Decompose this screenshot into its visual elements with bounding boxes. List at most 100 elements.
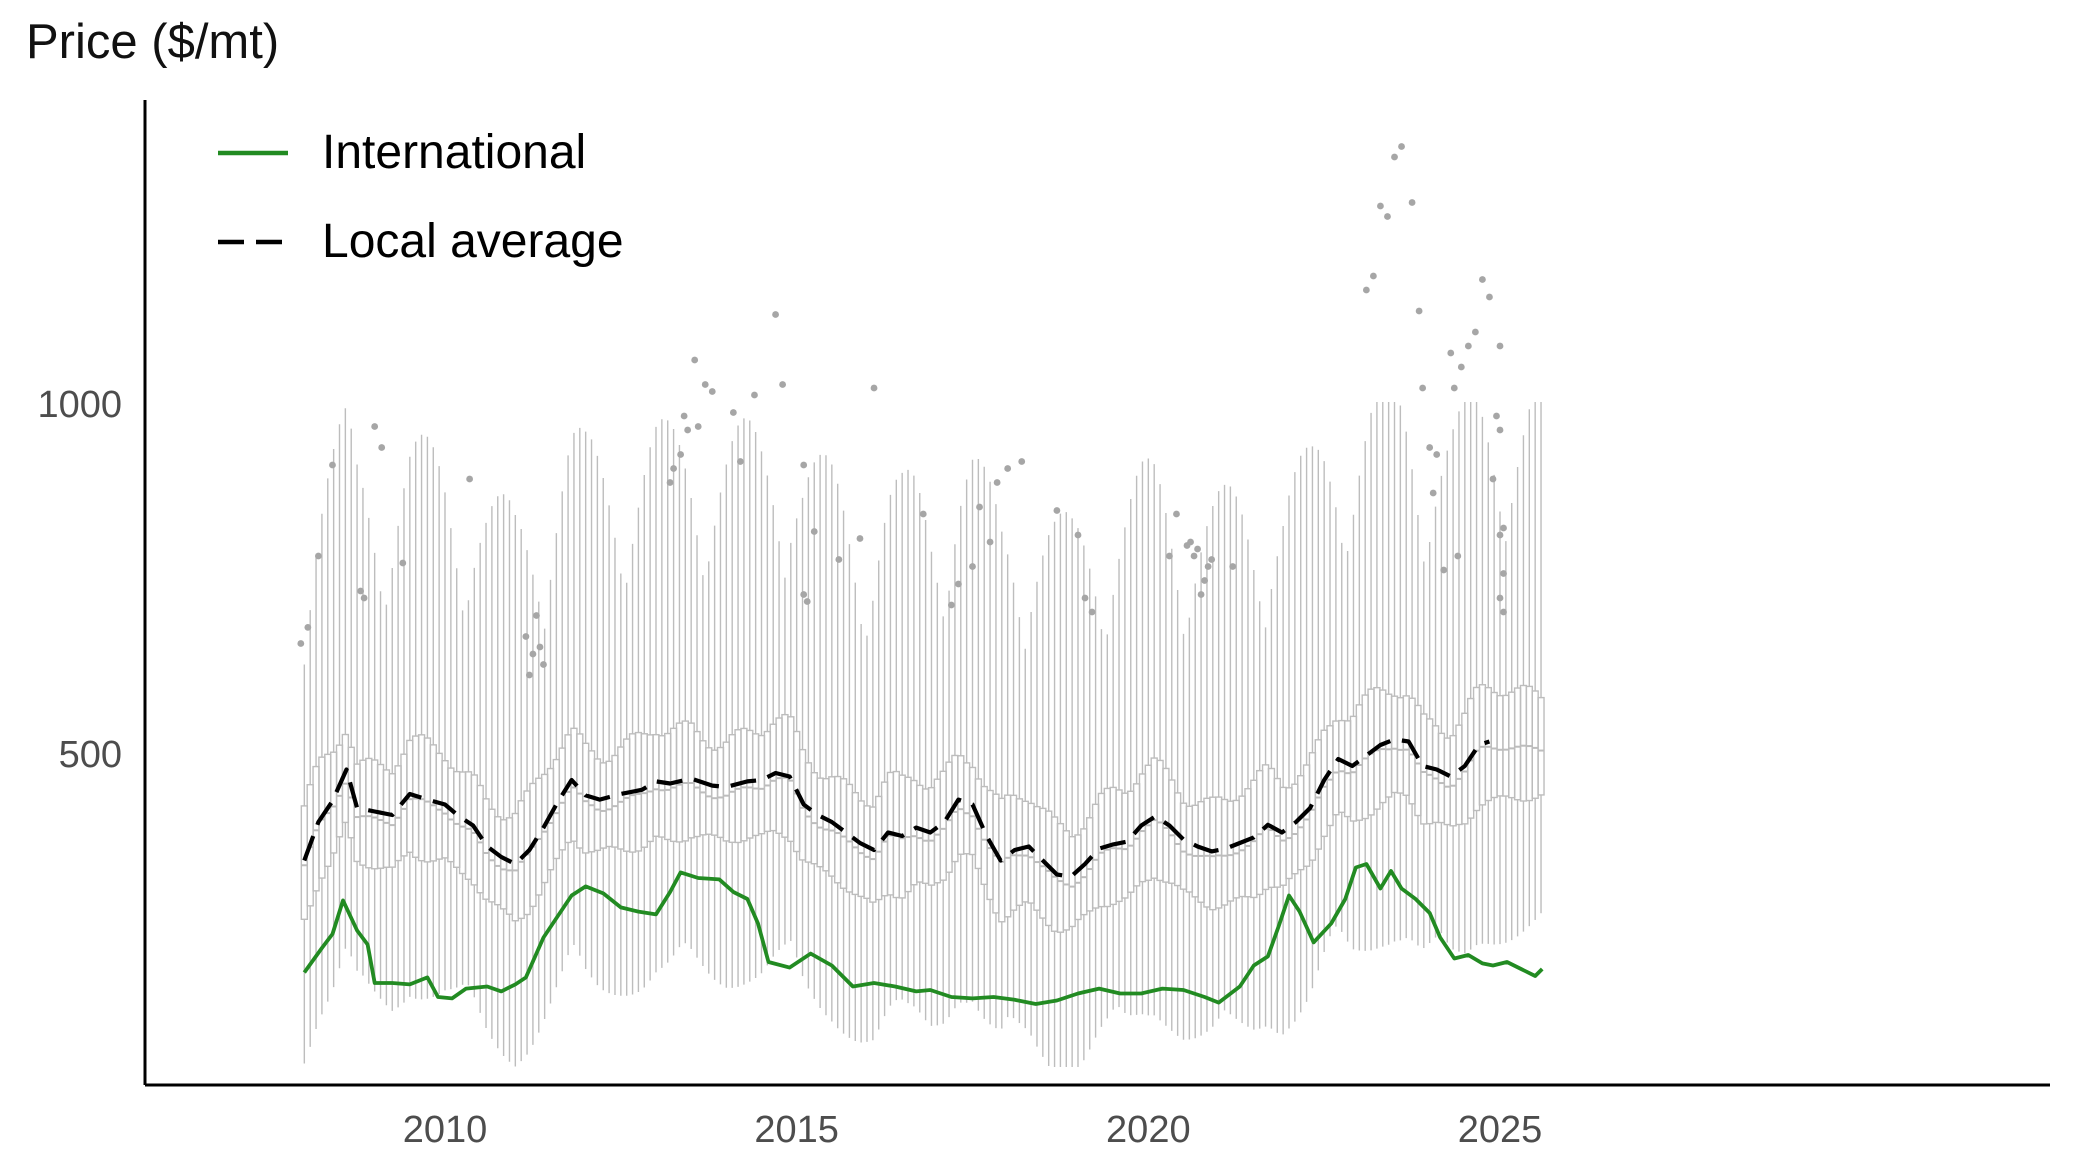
boxplot-box <box>816 777 824 868</box>
boxplot <box>306 610 314 1047</box>
boxplot <box>1168 548 1176 1031</box>
boxplot-box <box>693 730 701 838</box>
boxplot <box>792 518 801 958</box>
boxplot <box>1191 583 1199 1039</box>
boxplot <box>939 616 947 1024</box>
boxplot <box>329 449 338 988</box>
boxplot <box>435 466 443 995</box>
outlier-point <box>691 356 699 364</box>
outlier-point <box>371 423 379 430</box>
boxplot-box <box>804 762 813 863</box>
boxplot-box <box>1490 691 1498 799</box>
boxplot <box>1086 568 1094 1050</box>
boxplot-box <box>1519 684 1528 802</box>
boxplot-box <box>687 722 695 839</box>
outlier-point <box>1496 342 1504 350</box>
outlier-point <box>1500 570 1507 577</box>
boxplot <box>1279 526 1287 1035</box>
outlier-point <box>1362 286 1370 294</box>
boxplot <box>1513 467 1522 937</box>
boxplot-box <box>558 747 566 851</box>
boxplot <box>1138 461 1147 1015</box>
boxplot-box <box>658 735 666 838</box>
boxplot-box <box>1496 694 1504 797</box>
boxplot-box <box>365 757 373 869</box>
boxplot <box>417 434 426 1000</box>
outlier-point <box>800 461 808 469</box>
outlier-point <box>529 650 537 658</box>
boxplot <box>974 458 983 1011</box>
boxplot-box <box>1314 739 1323 850</box>
boxplot <box>880 522 889 1017</box>
outlier-point <box>1433 451 1441 458</box>
boxplot-box <box>728 734 736 844</box>
boxplot <box>1478 416 1487 944</box>
outlier-point <box>304 624 312 631</box>
boxplot <box>476 542 484 1013</box>
boxplot-box <box>763 730 772 833</box>
boxplot <box>757 451 766 974</box>
boxplot <box>1291 472 1299 1022</box>
outlier-point <box>670 465 677 472</box>
boxplot-box <box>1179 802 1188 890</box>
boxplot-box <box>962 762 971 855</box>
boxplot-box <box>1478 684 1487 806</box>
boxplot <box>710 525 719 980</box>
boxplot <box>904 469 912 1004</box>
boxplot <box>1015 617 1024 1024</box>
boxplot <box>816 454 824 1008</box>
outlier-point <box>976 503 983 511</box>
boxplot <box>798 497 807 977</box>
outlier-point <box>1454 552 1462 560</box>
boxplot <box>751 431 760 978</box>
boxplot <box>1267 589 1276 1029</box>
boxplot-box <box>1443 737 1451 826</box>
boxplot <box>646 447 654 981</box>
boxplot <box>370 552 379 992</box>
boxplot-box <box>904 776 912 893</box>
boxplot <box>1115 558 1123 1008</box>
boxplot <box>423 436 432 999</box>
boxplot-box <box>857 800 865 898</box>
boxplot <box>622 582 631 996</box>
boxplot <box>898 472 906 1000</box>
boxplot <box>1297 455 1305 1013</box>
legend-item: International <box>218 126 586 179</box>
boxplot-box <box>1349 715 1358 822</box>
boxplot <box>464 600 473 986</box>
boxplot <box>359 487 367 976</box>
boxplot <box>564 455 572 956</box>
boxplot-box <box>1402 695 1410 796</box>
y-tick-label: 1000 <box>37 384 122 426</box>
outlier-point <box>1187 538 1194 546</box>
boxplot-box <box>599 762 607 849</box>
boxplot <box>1033 581 1041 1047</box>
outlier-point <box>1500 608 1507 616</box>
boxplot-box <box>1238 795 1246 898</box>
outlier-point <box>1479 276 1486 283</box>
outlier-point <box>729 409 737 416</box>
boxplot <box>324 478 332 1002</box>
boxplot-box <box>1361 694 1369 820</box>
boxplot <box>699 575 707 966</box>
boxplot <box>664 420 672 963</box>
boxplot <box>763 475 772 966</box>
boxplot <box>992 504 1000 1029</box>
boxplot <box>365 517 373 984</box>
boxplot-box <box>394 765 402 862</box>
boxplot <box>869 600 877 1041</box>
boxplot <box>1021 648 1029 1029</box>
boxplot <box>1132 475 1141 1015</box>
boxplot-box <box>1502 694 1510 797</box>
boxplot <box>1425 542 1434 944</box>
boxplot-box <box>1255 769 1264 896</box>
boxplot <box>1039 555 1047 1057</box>
boxplot <box>1472 402 1481 946</box>
outlier-point <box>1166 552 1173 560</box>
outlier-point <box>948 601 955 609</box>
outlier-point <box>1004 465 1012 472</box>
boxplot-box <box>1062 830 1070 931</box>
boxplot-box <box>435 752 443 860</box>
boxplot <box>1420 561 1428 949</box>
